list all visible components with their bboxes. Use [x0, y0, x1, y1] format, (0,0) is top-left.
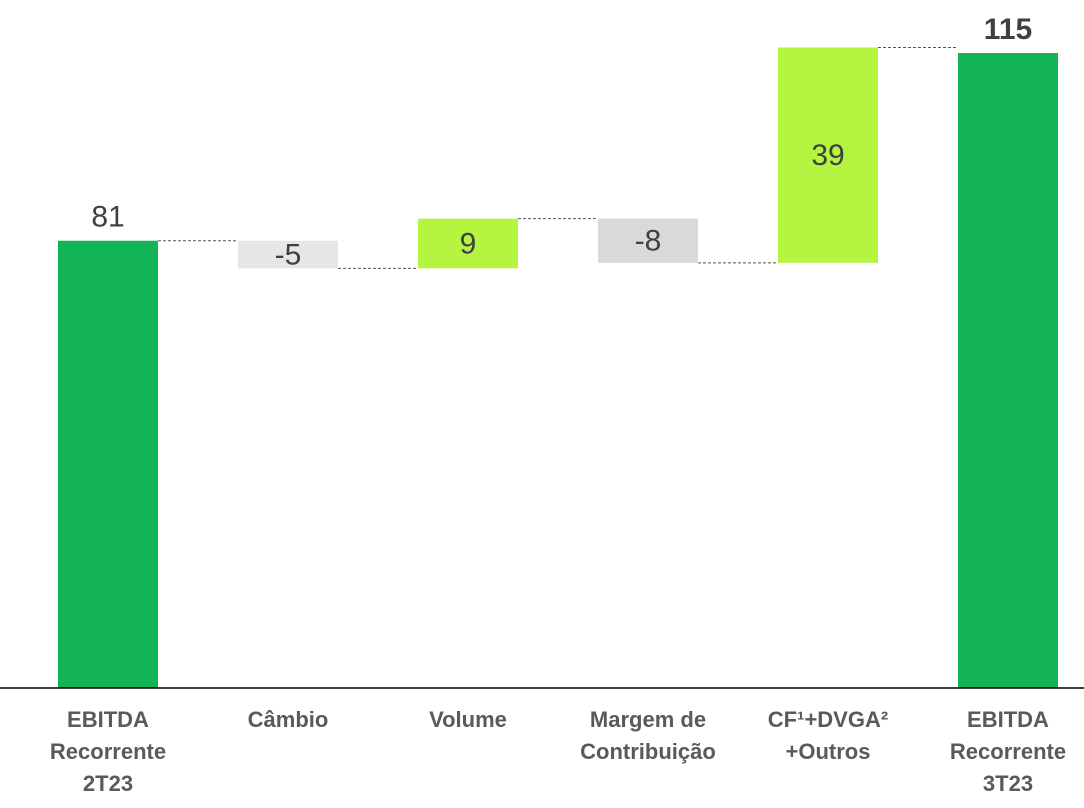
value-label: 81 [91, 201, 124, 234]
bar [418, 218, 518, 269]
value-label: 9 [460, 227, 477, 260]
x-tick-label: Margem de Contribuição [580, 707, 716, 764]
x-tick-label: EBITDA Recorrente 2T23 [49, 707, 167, 796]
value-label: -8 [635, 225, 662, 258]
value-label: 115 [984, 13, 1032, 46]
x-tick-label: CF¹+DVGA² +Outros [767, 707, 889, 764]
bar [58, 240, 158, 688]
x-tick-label: Câmbio [247, 707, 329, 732]
bar [778, 47, 878, 263]
bar [958, 53, 1058, 688]
value-label: -5 [275, 238, 302, 271]
x-tick-label: EBITDA Recorrente 3T23 [949, 707, 1067, 796]
value-label: 39 [811, 139, 844, 172]
bar [238, 240, 338, 269]
x-tick-label: Volume [429, 707, 507, 732]
bar [598, 218, 698, 263]
